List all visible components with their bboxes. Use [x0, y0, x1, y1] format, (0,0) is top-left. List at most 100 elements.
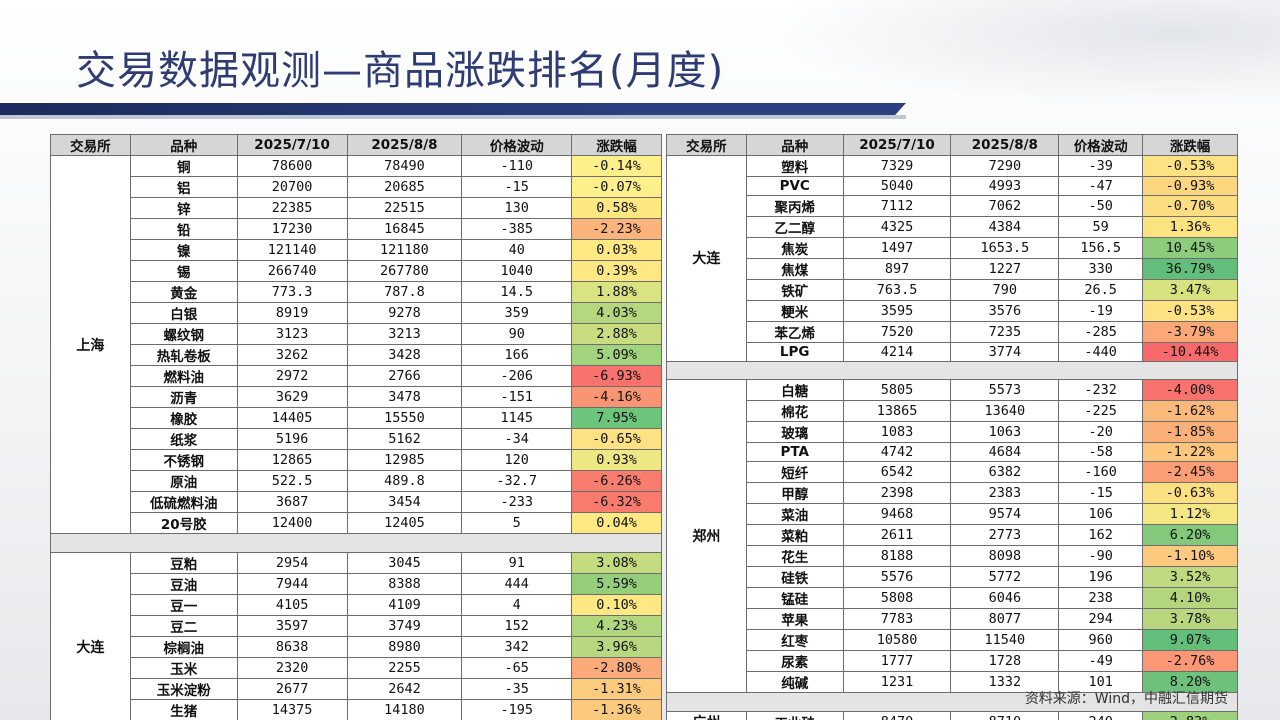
pct-change-cell: 3.78% — [1142, 608, 1238, 631]
price-change-cell: -151 — [461, 386, 573, 408]
price-change-cell: -47 — [1058, 176, 1144, 196]
price-start-cell: 5805 — [842, 379, 952, 402]
table-row: 原油 522.5 489.8 -32.7 -6.26% — [51, 470, 662, 492]
pct-change-cell: -1.85% — [1142, 421, 1238, 444]
price-end-cell: 4384 — [950, 215, 1060, 238]
price-start-cell: 5808 — [842, 587, 952, 610]
price-end-cell: 1332 — [950, 671, 1060, 694]
table-row: 玉米 2320 2255 -65 -2.80% — [51, 656, 662, 679]
header-pct-change: 涨跌幅 — [571, 134, 662, 156]
price-end-cell: 12405 — [346, 512, 463, 534]
separator-cell — [50, 533, 662, 553]
price-change-cell: -39 — [1058, 155, 1144, 177]
pct-change-cell: -4.16% — [571, 386, 662, 408]
exchange-cell: 广州 — [666, 710, 747, 720]
price-end-cell: 121180 — [346, 239, 463, 261]
price-end-cell: 2383 — [950, 482, 1060, 505]
price-change-cell: 342 — [461, 635, 573, 658]
price-start-cell: 522.5 — [236, 470, 348, 492]
header-price-change: 价格波动 — [1058, 134, 1144, 156]
price-change-cell: -20 — [1058, 421, 1144, 444]
price-start-cell: 13865 — [842, 400, 952, 423]
price-change-cell: 960 — [1058, 629, 1144, 652]
variety-cell: 黄金 — [129, 281, 238, 303]
table-row: 橡胶 14405 15550 1145 7.95% — [51, 407, 662, 429]
variety-cell: 红枣 — [745, 629, 844, 652]
price-end-cell: 15550 — [346, 407, 463, 429]
background-decoration — [760, 0, 1280, 110]
pct-change-cell: 3.96% — [571, 635, 662, 658]
price-change-cell: -440 — [1058, 341, 1144, 362]
price-end-cell: 3774 — [950, 341, 1060, 362]
table-row: 锌 22385 22515 130 0.58% — [51, 197, 662, 219]
variety-cell: 菜粕 — [745, 524, 844, 547]
variety-cell: 短纤 — [745, 461, 844, 484]
price-end-cell: 8980 — [346, 635, 463, 658]
price-change-cell: 1040 — [461, 260, 573, 282]
table-row: 燃料油 2972 2766 -206 -6.93% — [51, 365, 662, 387]
pct-change-cell: 2.88% — [571, 323, 662, 345]
table-row: 聚丙烯 7112 7062 -50 -0.70% — [667, 194, 1238, 217]
variety-cell: 不锈钢 — [129, 449, 238, 471]
price-end-cell: 2642 — [346, 677, 463, 700]
table-row: 大连 塑料 7329 7290 -39 -0.53% — [666, 155, 1238, 362]
pct-change-cell: -2.76% — [1142, 650, 1238, 673]
price-end-cell: 3749 — [346, 614, 463, 637]
price-change-cell: -206 — [461, 365, 573, 387]
variety-cell: 螺纹钢 — [129, 323, 238, 345]
pct-change-cell: -6.32% — [571, 491, 662, 513]
price-change-cell: -160 — [1058, 461, 1144, 484]
price-start-cell: 4742 — [842, 442, 952, 463]
pct-change-cell: 3.08% — [571, 551, 662, 574]
variety-cell: 铁矿 — [745, 278, 844, 301]
price-change-cell: -50 — [1058, 194, 1144, 217]
pct-change-cell: 1.36% — [1142, 215, 1238, 238]
table-row: 豆一 4105 4109 4 0.10% — [51, 593, 662, 616]
price-change-cell: -65 — [461, 656, 573, 679]
table-row: 镍 121140 121180 40 0.03% — [51, 239, 662, 261]
table-row: 苯乙烯 7520 7235 -285 -3.79% — [667, 320, 1238, 343]
price-start-cell: 5576 — [842, 566, 952, 589]
price-end-cell: 3576 — [950, 299, 1060, 322]
price-change-cell: 4 — [461, 593, 573, 616]
table-row: 黄金 773.3 787.8 14.5 1.88% — [51, 281, 662, 303]
pct-change-cell: -2.80% — [571, 656, 662, 679]
price-end-cell: 9574 — [950, 503, 1060, 526]
pct-change-cell: 5.59% — [571, 572, 662, 595]
pct-change-cell: 10.45% — [1142, 236, 1238, 259]
price-end-cell: 2766 — [346, 365, 463, 387]
price-end-cell: 8098 — [950, 545, 1060, 568]
separator-cell — [666, 360, 1238, 381]
price-start-cell: 6542 — [842, 461, 952, 484]
table-row: 热轧卷板 3262 3428 166 5.09% — [51, 344, 662, 366]
price-end-cell: 489.8 — [346, 470, 463, 492]
price-end-cell: 1653.5 — [950, 236, 1060, 259]
price-change-cell: 196 — [1058, 566, 1144, 589]
table-row: 大连 豆粕 2954 3045 91 3.08% — [50, 551, 662, 720]
variety-cell: 低硫燃料油 — [129, 491, 238, 513]
pct-change-cell: -6.26% — [571, 470, 662, 492]
price-end-cell: 787.8 — [346, 281, 463, 303]
price-end-cell: 8710 — [950, 710, 1060, 720]
price-end-cell: 2255 — [346, 656, 463, 679]
table-row: 生猪 14375 14180 -195 -1.36% — [51, 698, 662, 720]
variety-cell: 工业硅 — [745, 710, 844, 720]
pct-change-cell: 6.20% — [1142, 524, 1238, 547]
price-start-cell: 1497 — [842, 236, 952, 259]
pct-change-cell: -1.36% — [571, 698, 662, 720]
table-row: 花生 8188 8098 -90 -1.10% — [667, 545, 1238, 568]
price-end-cell: 1728 — [950, 650, 1060, 673]
price-end-cell: 4993 — [950, 176, 1060, 196]
table-row: 铁矿 763.5 790 26.5 3.47% — [667, 278, 1238, 301]
table-row: 螺纹钢 3123 3213 90 2.88% — [51, 323, 662, 345]
price-start-cell: 8919 — [236, 302, 348, 324]
pct-change-cell: 3.52% — [1142, 566, 1238, 589]
price-start-cell: 22385 — [236, 197, 348, 219]
price-start-cell: 3262 — [236, 344, 348, 366]
price-end-cell: 8077 — [950, 608, 1060, 631]
price-start-cell: 2398 — [842, 482, 952, 505]
variety-cell: 聚丙烯 — [745, 194, 844, 217]
variety-cell: 硅铁 — [745, 566, 844, 589]
price-start-cell: 897 — [842, 257, 952, 280]
price-start-cell: 4214 — [842, 341, 952, 362]
